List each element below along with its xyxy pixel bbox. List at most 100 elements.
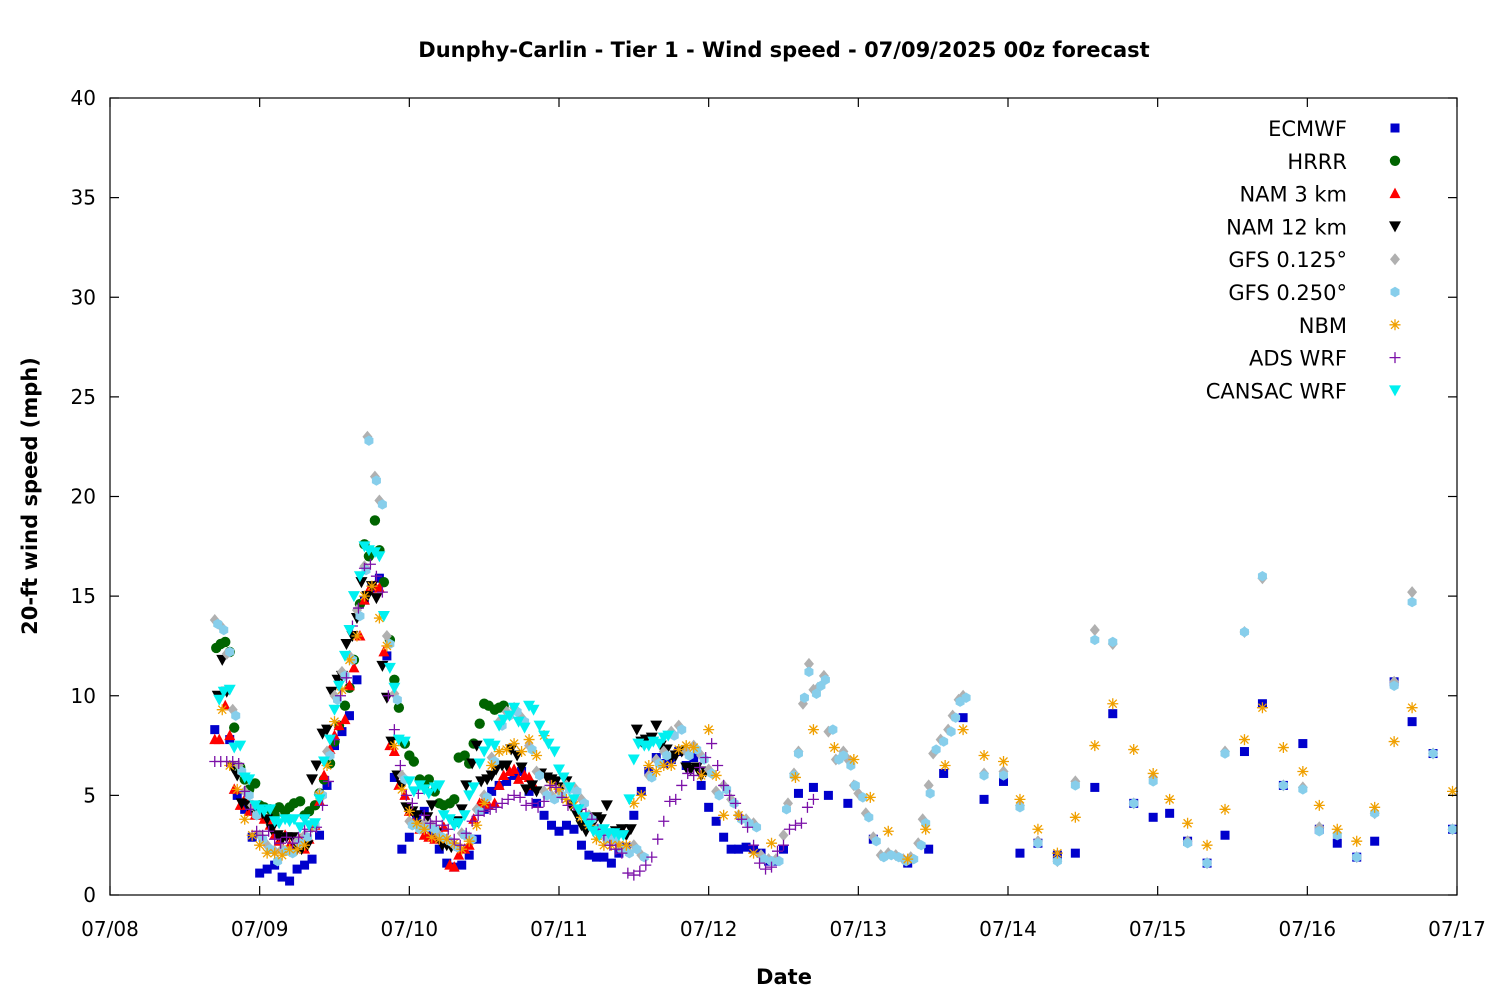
legend-marker-hrrr — [1389, 155, 1401, 166]
nam-12-km-point — [425, 800, 438, 812]
legend-marker-gfs-0-250 — [1390, 286, 1400, 298]
gfs-0-250-point — [774, 855, 784, 867]
nbm-point — [321, 759, 333, 771]
nam-12-km-point — [310, 760, 323, 772]
nam-3-km-point — [213, 733, 225, 745]
nbm-point — [531, 750, 543, 762]
nbm-point — [493, 746, 505, 758]
x-tick-label: 07/17 — [1428, 917, 1486, 941]
nbm-point — [261, 847, 273, 859]
nbm-point — [1351, 835, 1363, 847]
y-tick-label: 10 — [71, 684, 96, 708]
gfs-0-250-point — [793, 748, 803, 759]
ecmwf-point — [300, 860, 310, 870]
nbm-point — [358, 590, 370, 602]
nbm-point — [411, 817, 423, 829]
cansac-wrf-point — [563, 782, 576, 794]
gfs-0-250-point — [273, 855, 283, 867]
nbm-point — [231, 783, 243, 795]
ads-wrf-point — [406, 797, 418, 809]
ads-wrf-point — [370, 570, 382, 582]
cansac-wrf-point — [567, 794, 580, 806]
cansac-wrf-point — [318, 756, 331, 768]
ecmwf-point — [1298, 739, 1308, 749]
nbm-point — [1277, 742, 1289, 754]
nbm-point — [426, 831, 438, 843]
nbm-point — [254, 839, 266, 851]
ecmwf-point — [629, 810, 639, 820]
gfs-0-250-point — [1052, 855, 1062, 867]
hrrr-point — [220, 636, 231, 648]
ads-wrf-point — [287, 837, 299, 849]
cansac-wrf-point — [353, 571, 366, 583]
gfs-0-250-point — [722, 784, 732, 795]
nam-3-km-point — [343, 679, 355, 691]
cansac-wrf-point — [343, 624, 356, 636]
x-tick-label: 07/08 — [81, 917, 139, 941]
gfs-0-250-point — [219, 624, 229, 636]
gfs-0-250-point — [1148, 776, 1158, 787]
nbm-point — [388, 740, 400, 752]
ads-wrf-point — [340, 672, 352, 684]
gfs-0-250-point — [979, 770, 989, 781]
nbm-point — [471, 819, 483, 831]
nbm-point — [224, 759, 236, 771]
ads-wrf-point — [418, 809, 430, 821]
nbm-point — [299, 839, 311, 851]
ads-wrf-point — [257, 829, 269, 841]
nbm-point — [1447, 785, 1459, 797]
nbm-point — [828, 742, 840, 754]
gfs-0-250-point — [624, 847, 634, 859]
nbm-point — [1107, 698, 1119, 710]
x-tick-label: 07/13 — [830, 917, 888, 941]
nam-12-km-point — [455, 804, 468, 816]
ecmwf-point — [524, 786, 534, 796]
nbm-point — [613, 839, 625, 851]
nbm-point — [381, 640, 393, 652]
cansac-wrf-point — [458, 810, 471, 822]
nam-12-km-point — [630, 724, 643, 736]
ecmwf-point — [1220, 830, 1230, 840]
ads-wrf-point — [263, 825, 275, 837]
ads-wrf-point — [269, 833, 281, 845]
gfs-0-250-point — [767, 855, 777, 867]
ecmwf-point — [1015, 848, 1025, 858]
ads-wrf-point — [682, 767, 694, 779]
cansac-wrf-point — [373, 551, 386, 563]
nam-12-km-point — [615, 824, 628, 836]
gfs-0-250-point — [1202, 857, 1212, 869]
cansac-wrf-point — [313, 794, 326, 806]
ads-wrf-point — [227, 756, 239, 768]
ads-wrf-point — [658, 815, 670, 827]
cansac-wrf-point — [463, 790, 476, 802]
ecmwf-point — [793, 788, 803, 798]
nbm-point — [1089, 740, 1101, 752]
ecmwf-point — [561, 820, 571, 830]
cansac-wrf-point — [572, 804, 585, 816]
nbm-point — [807, 724, 819, 736]
series-cansac-wrf — [213, 541, 675, 842]
nbm-point — [1069, 811, 1081, 823]
y-tick-label: 25 — [71, 385, 96, 409]
ecmwf-point — [292, 864, 302, 874]
gfs-0-250-point — [303, 832, 313, 843]
cansac-wrf-point — [593, 830, 606, 842]
ads-wrf-point — [706, 738, 718, 750]
nbm-point — [486, 759, 498, 771]
ecmwf-point — [939, 768, 949, 778]
nbm-point — [560, 793, 572, 805]
gfs-0-250-point — [850, 780, 860, 791]
nam-3-km-point — [224, 729, 236, 741]
gfs-0-250-point — [377, 499, 387, 510]
cansac-wrf-point — [527, 704, 540, 716]
ecmwf-point — [599, 852, 609, 862]
nbm-point — [643, 759, 655, 771]
ads-wrf-point — [376, 586, 388, 598]
legend-label-nam-12-km: NAM 12 km — [1226, 215, 1347, 239]
gfs-0-125-point — [381, 629, 392, 642]
nam-3-km-point — [333, 719, 345, 731]
hrrr-point — [389, 674, 400, 686]
nbm-point — [463, 835, 475, 847]
nbm-point — [336, 684, 348, 696]
ecmwf-point — [255, 868, 265, 878]
